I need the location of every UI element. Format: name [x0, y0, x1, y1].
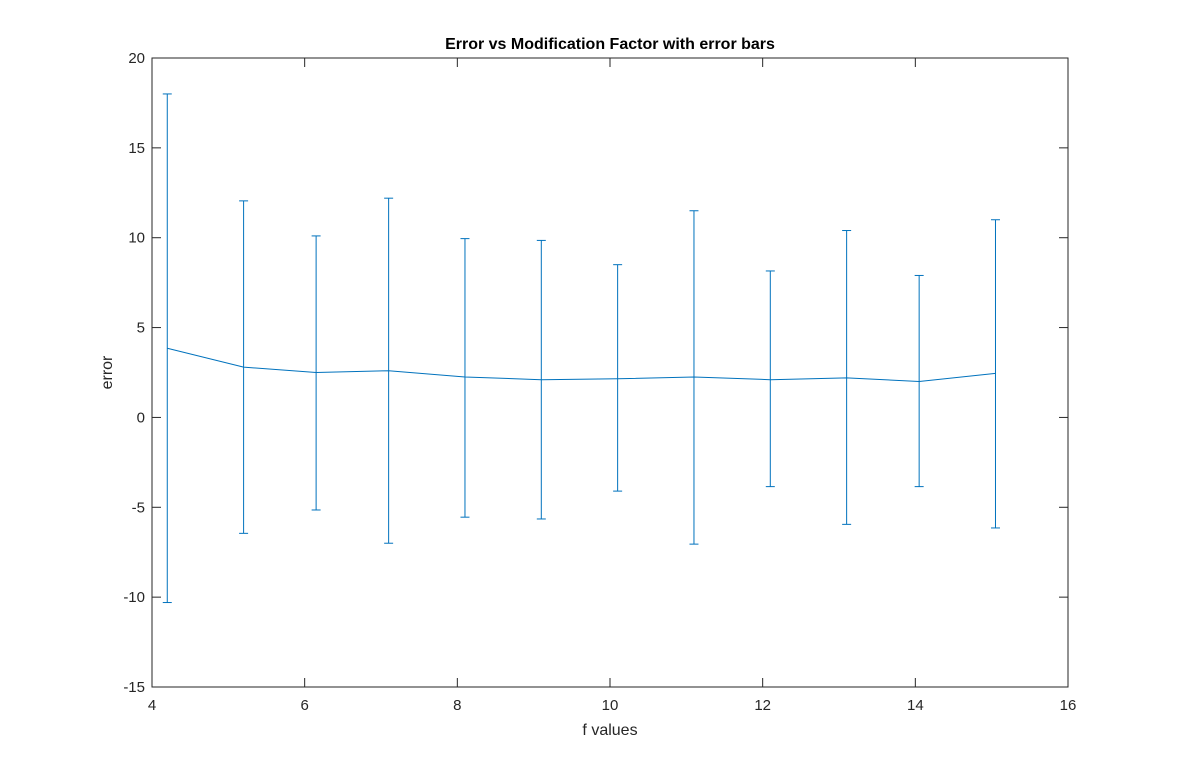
error-bar	[311, 235, 321, 511]
error-bar	[613, 264, 623, 492]
ticks-layer: 4 6 8 10 12 14 16 -15 -10 -5 0 5 10 15 20	[123, 50, 1076, 714]
series-layer	[162, 93, 1000, 604]
x-tick-label: 14	[907, 697, 924, 714]
y-tick-label: 10	[128, 230, 145, 247]
series-line	[167, 347, 996, 382]
error-bar	[842, 230, 852, 525]
y-tick-label: 20	[128, 50, 145, 67]
error-bar	[384, 197, 394, 544]
error-bar	[990, 219, 1000, 529]
y-tick-label: 0	[137, 409, 145, 426]
chart-title: Error vs Modification Factor with error …	[445, 36, 775, 53]
x-axis-title: f values	[582, 722, 637, 739]
x-tick-label: 12	[754, 697, 771, 714]
y-tick-label: -15	[123, 679, 145, 696]
y-axis-title: error	[99, 355, 116, 389]
x-tick-label: 8	[453, 697, 461, 714]
y-tick-label: 15	[128, 140, 145, 157]
x-tick-label: 6	[300, 697, 308, 714]
error-bar	[460, 238, 470, 518]
error-bar	[765, 270, 775, 488]
x-tick-label: 16	[1060, 697, 1077, 714]
error-bar	[162, 93, 172, 604]
x-tick-label: 4	[148, 697, 156, 714]
x-tick-label: 10	[602, 697, 619, 714]
error-bar	[914, 274, 924, 488]
y-tick-label: -10	[123, 589, 145, 606]
y-tick-label: 5	[137, 320, 145, 337]
error-bar	[689, 210, 699, 545]
error-bar	[239, 200, 249, 534]
error-bar	[536, 239, 546, 520]
plot-area	[152, 58, 1068, 687]
y-tick-label: -5	[132, 499, 145, 516]
